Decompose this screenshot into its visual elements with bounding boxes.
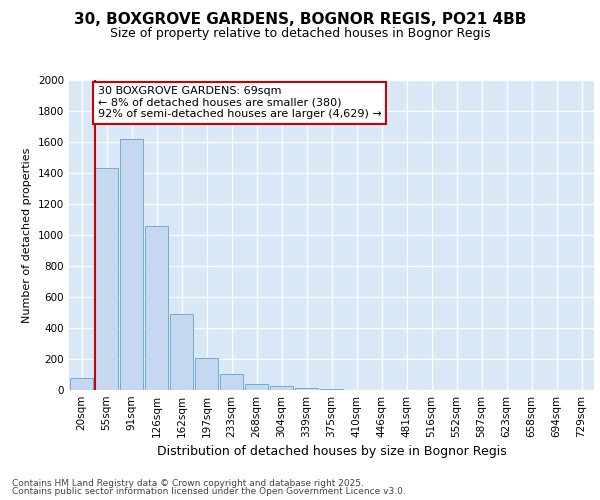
Bar: [295, 388, 318, 390]
Bar: [170, 314, 193, 390]
Text: 30 BOXGROVE GARDENS: 69sqm
← 8% of detached houses are smaller (380)
92% of semi: 30 BOXGROVE GARDENS: 69sqm ← 8% of detac…: [98, 86, 382, 120]
Text: Contains HM Land Registry data © Crown copyright and database right 2025.: Contains HM Land Registry data © Crown c…: [12, 478, 364, 488]
Bar: [70, 378, 93, 390]
Bar: [95, 168, 118, 390]
Bar: [220, 374, 243, 390]
Bar: [245, 384, 268, 390]
X-axis label: Distribution of detached houses by size in Bognor Regis: Distribution of detached houses by size …: [157, 446, 506, 458]
Bar: [120, 139, 143, 390]
Text: Size of property relative to detached houses in Bognor Regis: Size of property relative to detached ho…: [110, 28, 490, 40]
Text: Contains public sector information licensed under the Open Government Licence v3: Contains public sector information licen…: [12, 487, 406, 496]
Y-axis label: Number of detached properties: Number of detached properties: [22, 148, 32, 322]
Text: 30, BOXGROVE GARDENS, BOGNOR REGIS, PO21 4BB: 30, BOXGROVE GARDENS, BOGNOR REGIS, PO21…: [74, 12, 526, 28]
Bar: [270, 386, 293, 390]
Bar: [320, 389, 343, 390]
Bar: [145, 226, 168, 390]
Bar: [195, 358, 218, 390]
